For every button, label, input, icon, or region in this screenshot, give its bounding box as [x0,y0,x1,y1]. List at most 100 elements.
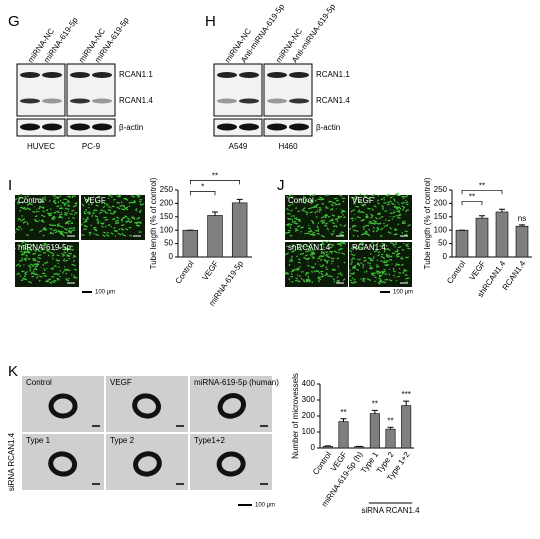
blot-box [16,118,66,137]
band [289,72,309,78]
y-axis-label: Tube length (% of control) [423,177,432,269]
band [20,72,40,78]
bracket [189,191,216,196]
bar [401,405,412,449]
image-label: miRNA-619-5p [18,243,71,252]
band [239,98,259,104]
error-bar [387,426,394,430]
micrograph [106,376,188,432]
x-tick-label: VEGF [201,259,221,282]
bar [475,217,489,258]
blot-box [66,63,116,117]
x-tick-label: Control [311,450,333,476]
blot-box [66,118,116,137]
image-label: VEGF [352,196,374,205]
panel-label: G [8,13,20,30]
image-label: Type 2 [110,436,135,445]
cell-label: PC-9 [82,142,101,151]
significance: ** [479,181,485,190]
band [70,123,90,131]
band [70,72,90,78]
bar [354,446,365,449]
aortic-ring [48,451,78,477]
y-tick-label: 200 [160,199,174,208]
bar [338,421,349,449]
significance: ** [340,408,346,417]
image-label: Type1+2 [194,436,225,445]
band [239,72,259,78]
significance: ** [212,171,218,180]
significance: ** [469,192,475,201]
band [239,123,259,131]
bracket [189,180,241,185]
scale-label: 100 μm [255,503,275,509]
y-tick-label: 400 [302,379,316,388]
scale-label: 100 μm [393,290,413,296]
y-tick-label: 200 [302,411,316,420]
y-tick-label: 100 [302,427,316,436]
error-bar [236,198,243,203]
bar [182,229,199,258]
micrograph [22,434,104,490]
group-label: siRNA RCAN1.4 [361,506,420,515]
blot-box [263,118,313,137]
vessel-network [348,241,411,285]
band [92,98,112,104]
micrograph [22,376,104,432]
bar [495,211,509,258]
scale-label: 100 μm [95,290,115,296]
significance: ** [387,416,393,425]
band [42,123,62,131]
side-label: siRNA RCAN1.4 [7,432,16,491]
aortic-ring [132,393,161,419]
image-label: shRCAN1.4 [288,243,331,252]
y-tick-label: 250 [434,185,448,194]
significance: *** [401,390,410,399]
error-bar [340,418,347,422]
vessel-network [80,194,145,238]
band-label: β-actin [119,123,143,132]
band [42,72,62,78]
band [289,98,309,104]
bracket [461,200,483,206]
band-label: RCAN1.1 [119,70,153,79]
bracket [461,189,503,195]
band-label: β-actin [316,123,340,132]
micrograph [285,242,348,287]
blot-box [213,118,263,137]
band [217,123,237,131]
cell-label: H460 [278,142,298,151]
error-bar [499,208,505,212]
image-label: Type 1 [26,436,51,445]
vessel-network [284,194,347,238]
cell-label: A549 [229,142,248,151]
bar [322,446,333,449]
band [217,98,237,104]
band [20,98,40,104]
panel-label: K [8,363,18,380]
image-label: Control [18,196,44,205]
bar [231,202,248,258]
vessel-network [14,193,78,237]
error-bar [479,215,485,219]
y-axis-label: Tube length (% of control) [149,177,158,269]
band [70,98,90,104]
image-label: RCAN1.4 [352,243,386,252]
y-tick-label: 200 [434,199,448,208]
significance: ns [518,214,526,223]
aortic-ring [216,451,246,477]
band [42,98,62,104]
cell-label: HUVEC [27,142,55,151]
blot-box [16,63,66,117]
y-tick-label: 250 [160,185,174,194]
panel-label: I [8,177,12,194]
bar [207,215,223,258]
aortic-ring [133,451,162,477]
x-tick-label: Control [174,259,196,285]
error-bar [519,224,525,227]
band-label: RCAN1.4 [316,96,350,105]
y-tick-label: 150 [434,212,448,221]
band-label: RCAN1.1 [316,70,350,79]
x-tick-label: Control [445,259,467,285]
